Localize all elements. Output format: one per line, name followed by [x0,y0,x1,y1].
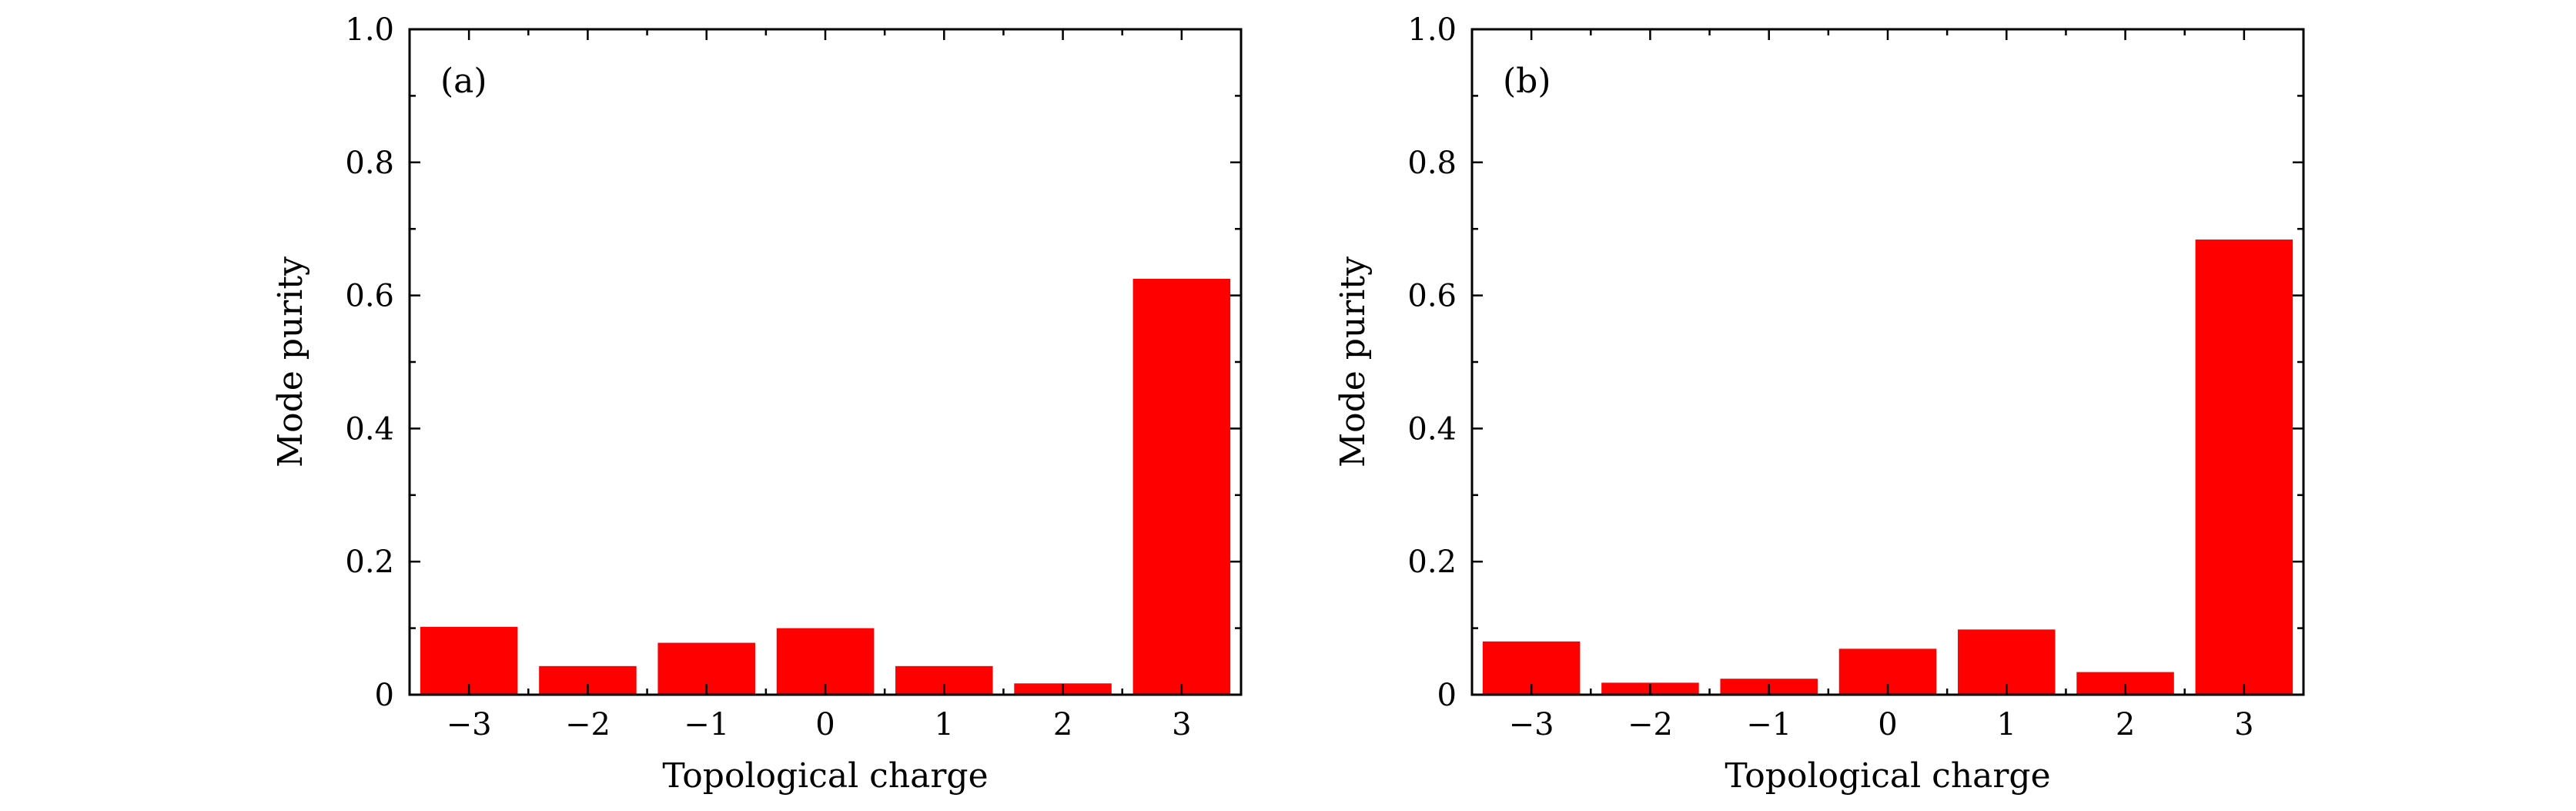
x-tick-label: −3 [447,707,492,742]
plot-frame [408,28,1243,696]
bar [776,628,875,695]
x-axis-label: Topological charge [1725,756,2050,796]
chart-panel-b: 0 0.2 0.4 0.6 0.8 1.0 −3 −2 −1 0 1 2 3 Topological ch… [1333,12,2305,796]
y-tick-label: 1.0 [345,12,394,48]
y-tick-label: 1.0 [1407,12,1457,48]
x-tick-label: 1 [1997,707,2016,742]
x-tick-label: −2 [565,707,611,742]
y-tick-label: 0.4 [1407,411,1457,447]
y-tick-label: 0.6 [1407,279,1457,314]
x-axis-label: Topological charge [662,756,988,796]
panel-label: (b) [1503,62,1551,101]
x-tick-label: 1 [935,707,954,742]
x-tick-label: 3 [2234,707,2253,742]
bar [1132,279,1231,695]
y-axis-label: Mode purity [271,256,310,467]
y-tick-label: 0.4 [345,411,394,447]
x-tick-label: 2 [2116,707,2135,742]
x-tick-label: −1 [684,707,729,742]
x-tick-label: 0 [815,707,835,742]
y-axis-label: Mode purity [1333,256,1373,467]
x-tick-label: 2 [1053,707,1072,742]
y-tick-label: 0.2 [1407,545,1457,580]
panel-label: (a) [440,62,487,101]
y-tick-label: 0.8 [1407,146,1457,181]
chart-panel-a: 0 0.2 0.4 0.6 0.8 1.0 −3 −2 −1 0 1 2 3 Topological ch… [271,12,1243,796]
y-tick-label: 0 [1437,678,1457,713]
bar [2195,240,2293,695]
x-tick-label: 3 [1172,707,1191,742]
bar [1958,629,2056,695]
y-tick-label: 0.6 [345,279,394,314]
x-tick-label: −3 [1509,707,1554,742]
y-tick-label: 0.8 [345,146,394,181]
x-tick-label: −1 [1746,707,1791,742]
y-tick-label: 0.2 [345,545,394,580]
y-tick-label: 0 [375,678,394,713]
plot-frame [1470,28,2305,696]
x-tick-label: 0 [1878,707,1897,742]
x-tick-label: −2 [1628,707,1673,742]
bar [420,626,518,695]
